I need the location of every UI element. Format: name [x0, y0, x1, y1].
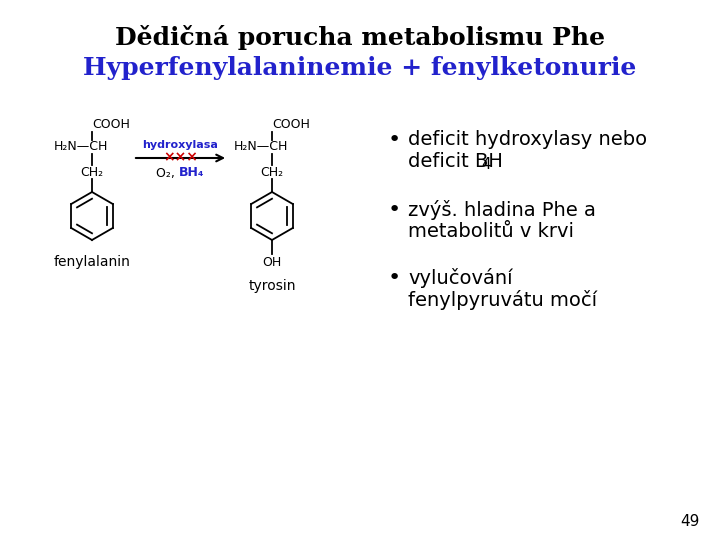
Text: fenylpyruvátu močí: fenylpyruvátu močí: [408, 290, 597, 310]
Text: OH: OH: [262, 255, 282, 268]
Text: deficit hydroxylasy nebo: deficit hydroxylasy nebo: [408, 130, 647, 149]
Text: Hyperfenylalaninemie + fenylketonurie: Hyperfenylalaninemie + fenylketonurie: [84, 56, 636, 80]
Text: •: •: [388, 268, 401, 288]
Text: Dědičná porucha metabolismu Phe: Dědičná porucha metabolismu Phe: [115, 25, 605, 51]
Text: O₂,: O₂,: [156, 166, 179, 179]
Text: tyrosin: tyrosin: [248, 279, 296, 293]
Text: ×××: ×××: [163, 150, 198, 164]
Text: 49: 49: [680, 515, 700, 530]
Text: fenylalanin: fenylalanin: [53, 255, 130, 269]
Text: COOH: COOH: [92, 118, 130, 132]
Text: H₂N—CH: H₂N—CH: [234, 140, 289, 153]
Text: deficit BH: deficit BH: [408, 152, 503, 171]
Text: COOH: COOH: [272, 118, 310, 132]
Text: CH₂: CH₂: [80, 165, 103, 179]
Text: hydroxylasa: hydroxylasa: [143, 140, 218, 150]
Text: 4: 4: [481, 157, 490, 172]
Text: metabolitů v krvi: metabolitů v krvi: [408, 222, 574, 241]
Text: •: •: [388, 200, 401, 220]
Text: CH₂: CH₂: [260, 165, 283, 179]
Text: zvýš. hladina Phe a: zvýš. hladina Phe a: [408, 200, 596, 220]
Text: vylučování: vylučování: [408, 268, 513, 288]
Text: •: •: [388, 130, 401, 150]
Text: BH₄: BH₄: [179, 166, 204, 179]
Text: H₂N—CH: H₂N—CH: [54, 140, 109, 153]
